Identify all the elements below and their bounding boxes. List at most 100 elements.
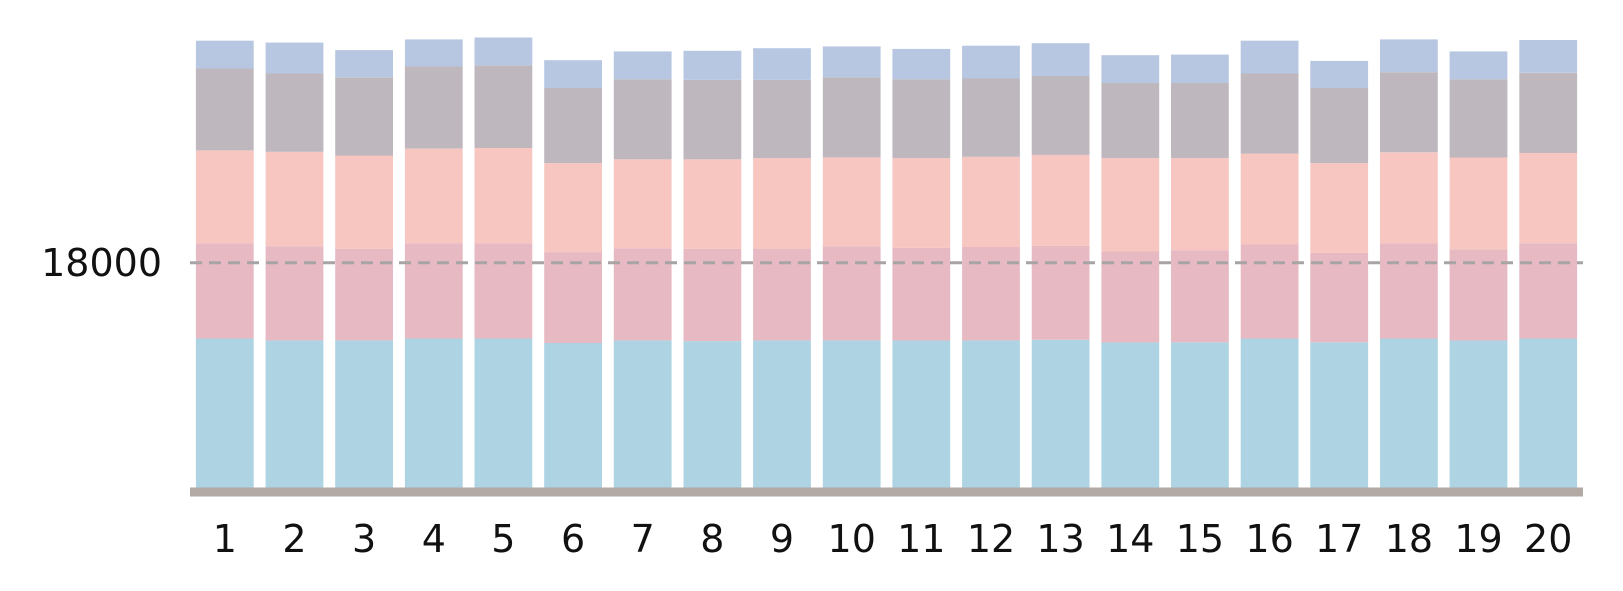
bar-1-segment-1	[195, 338, 254, 490]
bar-19-segment-1	[1449, 340, 1508, 490]
bar-14-segment-2	[1101, 251, 1160, 343]
x-tick-label-5: 5	[491, 517, 515, 561]
bar-8-segment-3	[683, 159, 742, 249]
bar-15-segment-5	[1171, 54, 1229, 83]
bar-14-segment-1	[1101, 342, 1160, 490]
bar-11-segment-4	[892, 79, 951, 159]
bar-2-segment-1	[265, 340, 324, 490]
bar-13-segment-2	[1031, 245, 1090, 340]
bar-4-segment-4	[404, 66, 463, 149]
bar-19-segment-4	[1449, 79, 1508, 158]
bar-3-segment-1	[335, 340, 393, 490]
bar-12-segment-2	[962, 247, 1020, 341]
bar-7-segment-2	[613, 248, 672, 341]
bar-6-segment-1	[544, 343, 602, 490]
bar-18-segment-1	[1380, 338, 1438, 490]
bar-7-segment-5	[613, 51, 672, 80]
bar-15-segment-2	[1171, 250, 1229, 343]
bar-1-segment-2	[195, 243, 254, 339]
x-tick-label-7: 7	[631, 517, 655, 561]
bar-12-segment-3	[962, 156, 1020, 247]
bar-17-segment-5	[1310, 60, 1369, 88]
bar-20-segment-4	[1519, 72, 1578, 153]
bar-14-segment-4	[1101, 83, 1160, 159]
bar-13-segment-1	[1031, 339, 1090, 490]
bar-9-segment-5	[753, 48, 811, 80]
bar-7-segment-4	[613, 79, 672, 160]
bar-5-segment-5	[474, 37, 533, 66]
bar-10-segment-3	[822, 157, 881, 247]
bar-1-segment-4	[195, 68, 254, 151]
bar-8-segment-5	[683, 50, 742, 80]
bar-6-segment-3	[544, 163, 602, 253]
x-tick-label-9: 9	[770, 517, 794, 561]
bar-19-segment-3	[1449, 157, 1508, 250]
bar-10-segment-1	[822, 340, 881, 490]
bar-15-segment-1	[1171, 342, 1229, 490]
bar-3-segment-5	[335, 50, 393, 78]
bar-5-segment-1	[474, 338, 533, 490]
bar-2-segment-2	[265, 246, 324, 341]
x-tick-label-6: 6	[561, 517, 585, 561]
x-tick-label-4: 4	[422, 517, 446, 561]
bar-4-segment-5	[404, 39, 463, 67]
bar-13-segment-5	[1031, 43, 1090, 76]
bar-10-segment-4	[822, 77, 881, 158]
bar-11-segment-3	[892, 158, 951, 248]
x-tick-label-16: 16	[1245, 517, 1293, 561]
bar-16-segment-1	[1240, 338, 1299, 490]
bar-18-segment-2	[1380, 243, 1438, 339]
bar-7-segment-3	[613, 159, 672, 249]
x-tick-label-15: 15	[1176, 517, 1224, 561]
bar-17-segment-3	[1310, 163, 1369, 253]
bar-17-segment-2	[1310, 252, 1369, 343]
bar-16-segment-5	[1240, 40, 1299, 74]
bar-2-segment-3	[265, 151, 324, 247]
bar-18-segment-3	[1380, 152, 1438, 244]
bar-17-segment-4	[1310, 88, 1369, 164]
bar-18-segment-4	[1380, 72, 1438, 153]
x-tick-label-8: 8	[700, 517, 724, 561]
bar-14-segment-3	[1101, 158, 1160, 252]
x-tick-label-19: 19	[1454, 517, 1502, 561]
bar-12-segment-4	[962, 78, 1020, 157]
bar-9-segment-4	[753, 79, 811, 159]
bar-14-segment-5	[1101, 55, 1160, 83]
x-tick-labels: 1 2 3 4 5 6 7 8 9 10 11 12 13 14 15 16 17 18 19 20	[213, 517, 1573, 561]
bar-17-segment-1	[1310, 342, 1369, 490]
bar-1-segment-3	[195, 150, 254, 244]
bar-4-segment-1	[404, 338, 463, 490]
bar-11-segment-1	[892, 340, 951, 490]
bar-13-segment-4	[1031, 76, 1090, 155]
bar-8-segment-4	[683, 79, 742, 160]
bar-8-segment-1	[683, 341, 742, 490]
bar-18-segment-5	[1380, 39, 1438, 73]
x-tick-label-11: 11	[897, 517, 945, 561]
x-tick-label-20: 20	[1524, 517, 1572, 561]
x-tick-label-12: 12	[967, 517, 1015, 561]
x-tick-label-1: 1	[213, 517, 237, 561]
bar-6-segment-2	[544, 252, 602, 343]
x-tick-label-14: 14	[1106, 517, 1154, 561]
bar-7-segment-1	[613, 340, 672, 490]
bar-5-segment-2	[474, 243, 533, 339]
bar-3-segment-4	[335, 77, 393, 156]
x-tick-label-10: 10	[828, 517, 876, 561]
bar-10-segment-2	[822, 246, 881, 341]
bar-10-segment-5	[822, 46, 881, 78]
bar-20-segment-1	[1519, 338, 1578, 490]
bar-6-segment-4	[544, 88, 602, 164]
bar-15-segment-3	[1171, 158, 1229, 251]
bar-19-segment-2	[1449, 249, 1508, 341]
bar-9-segment-3	[753, 158, 811, 249]
x-tick-label-2: 2	[282, 517, 306, 561]
bar-13-segment-3	[1031, 154, 1090, 246]
bar-9-segment-1	[753, 340, 811, 490]
x-tick-label-13: 13	[1036, 517, 1084, 561]
bar-20-segment-2	[1519, 243, 1578, 339]
bar-2-segment-5	[265, 42, 324, 74]
bar-1-segment-5	[195, 40, 254, 69]
bar-4-segment-2	[404, 243, 463, 339]
bar-5-segment-3	[474, 148, 533, 244]
